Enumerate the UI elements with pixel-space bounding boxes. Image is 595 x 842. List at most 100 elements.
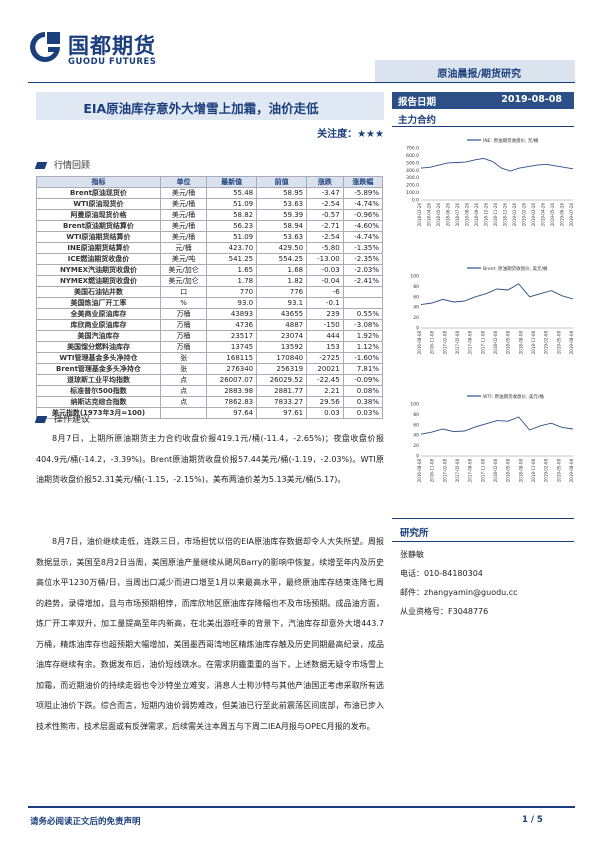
indicator-name: Brent原油现货价: [36, 187, 161, 199]
y-tick-label: 40: [413, 433, 419, 439]
right-divider: [392, 126, 574, 127]
chart-legend: INE: 原油期货收盘价, 元/桶: [467, 137, 539, 144]
table-cell: -3.47: [306, 187, 344, 199]
indicator-name: 道琼斯工业平均指数: [36, 374, 161, 386]
indicator-name: 美国石油钻井数: [36, 286, 161, 298]
table-cell: 23517: [206, 330, 258, 342]
x-tick-label: 2018-02-08: [493, 331, 498, 355]
chart-legend: WTI: 原油期货收盘价, 美元/桶: [467, 393, 544, 400]
table-cell: 4887: [256, 319, 308, 331]
x-tick-label: 2019-02-26: [522, 203, 527, 227]
x-tick-label: 2017-08-08: [468, 331, 473, 355]
x-tick-label: 2017-11-08: [480, 331, 485, 355]
table-cell: 168115: [206, 352, 258, 364]
table-cell: 170840: [256, 352, 308, 364]
title-background: [36, 92, 384, 120]
table-cell: -0.09%: [342, 374, 384, 386]
table-cell: -0.57: [306, 209, 344, 221]
table-cell: -13.00: [306, 253, 344, 265]
analyst-name: 张静敏: [400, 550, 424, 559]
table-cell: 554.25: [256, 253, 308, 265]
table-cell: 444: [306, 330, 344, 342]
table-cell: 58.82: [206, 209, 258, 221]
x-tick-label: 2019-01-26: [512, 203, 517, 227]
table-cell: 1.78: [206, 275, 258, 287]
indicator-name: 美国汽油库存: [36, 330, 161, 342]
indicator-name: 纳斯达克综合指数: [36, 396, 161, 408]
table-cell: [342, 286, 384, 298]
x-tick-label: 2018-09-26: [474, 203, 479, 227]
table-cell: 1.68: [256, 264, 308, 276]
table-cell: -2.41%: [342, 275, 384, 287]
x-tick-label: 2019-05-08: [556, 331, 561, 355]
table-cell: 2881.77: [256, 385, 308, 397]
table-row: 美国汽油库存 万桶 23517 23074 444 1.92%: [36, 330, 384, 342]
table-cell: 2.21: [306, 385, 344, 397]
wti-crude-chart: WTI: 原油期货收盘价, 美元/桶 100 80 60 40 20 02016-08-08…: [410, 393, 574, 483]
table-cell: 26029.52: [256, 374, 308, 386]
table-cell: -0.04: [306, 275, 344, 287]
table-cell: -1.60%: [342, 352, 384, 364]
indicator-name: WTI原油现货价: [36, 198, 161, 210]
legend-label: INE: 原油期货收盘价, 元/桶: [483, 137, 539, 144]
table-cell: 56.23: [206, 220, 258, 232]
table-cell: 93.0: [206, 297, 258, 309]
table-row: NYMEX燃油期货收盘价 美元/加仑 1.78 1.82 -0.04 -2.41%: [36, 275, 384, 287]
table-cell: 776: [256, 286, 308, 298]
y-tick-label: 400.0: [406, 168, 419, 174]
table-cell: 0.03%: [342, 407, 384, 419]
table-cell: 2883.98: [206, 385, 258, 397]
table-cell: 美元/桶: [159, 209, 208, 221]
x-tick-label: 2017-11-08: [480, 459, 485, 483]
series-line: [420, 283, 574, 306]
y-tick-label: 40: [413, 305, 419, 311]
x-tick-label: 2017-08-08: [468, 459, 473, 483]
table-cell: 1.65: [206, 264, 258, 276]
y-tick-label: 600.0: [406, 153, 419, 159]
column-header: 前值: [256, 176, 308, 188]
indicator-name: 阿曼原油现货价格: [36, 209, 161, 221]
series-line: [420, 157, 574, 172]
table-row: 阿曼原油现货价格 美元/桶 58.82 59.39 -0.57 -0.96%: [36, 209, 384, 221]
y-tick-label: 100: [410, 274, 419, 280]
table-cell: -5.89%: [342, 187, 384, 199]
date-value: 2019-08-08: [501, 94, 562, 105]
research-divider-top: [392, 518, 574, 519]
series-line: [420, 416, 574, 435]
x-tick-label: 2018-08-08: [518, 331, 523, 355]
disclaimer-note: 请务必阅读正文后的免责声明: [30, 817, 141, 827]
table-cell: 58.94: [256, 220, 308, 232]
logo: 国都期货 GUODU FUTURES: [28, 30, 188, 74]
section-bullet-icon: [34, 416, 48, 423]
analyst-phone: 电话：010-84180304: [400, 569, 483, 578]
analyst-license: 从业资格号：F3048776: [400, 607, 489, 616]
x-tick-label: 2018-05-08: [506, 459, 511, 483]
table-cell: [342, 297, 384, 309]
table-cell: 点: [159, 396, 208, 408]
report-date-bar: 报告日期 2019-08-08: [392, 92, 574, 109]
x-tick-label: 2018-06-26: [446, 203, 451, 227]
table-cell: -4.74%: [342, 198, 384, 210]
y-tick-label: 60: [413, 294, 419, 300]
table-cell: -150: [306, 319, 344, 331]
table-row: NYMEX汽油期货收盘价 美元/加仑 1.65 1.68 -0.03 -2.03%: [36, 264, 384, 276]
indicator-name: WTI原油期货结算价: [36, 231, 161, 243]
table-row: Brent原油现货价 美元/桶 55.48 58.95 -3.47 -5.89%: [36, 187, 384, 199]
y-tick-label: 100.0: [406, 190, 419, 196]
table-cell: 26007.07: [206, 374, 258, 386]
table-cell: 点: [159, 385, 208, 397]
table-cell: 51.09: [206, 198, 258, 210]
advice-paragraph-2: 8月7日，油价继续走低，连跌三日，市场担忧以倍的EIA原油库存数据却令人大失所望…: [36, 537, 384, 731]
table-cell: 770: [206, 286, 258, 298]
y-tick-label: 80: [413, 284, 419, 290]
table-row: 美国馏分燃料油库存 万桶 13745 13592 153 1.12%: [36, 341, 384, 353]
column-header: 单位: [159, 176, 208, 188]
x-tick-label: 2016-08-08: [417, 459, 422, 483]
table-cell: 541.25: [206, 253, 258, 265]
table-row: Brent原油期货结算价 美元/桶 56.23 58.94 -2.71 -4.60%: [36, 220, 384, 232]
table-row: WTI管理基金多头净持仓张 168115 170840 -2725 -1.60%: [36, 352, 384, 364]
indicator-name: INE原油期货结算价: [36, 242, 161, 254]
x-tick-label: 2016-08-08: [417, 331, 422, 355]
table-cell: -4.60%: [342, 220, 384, 232]
